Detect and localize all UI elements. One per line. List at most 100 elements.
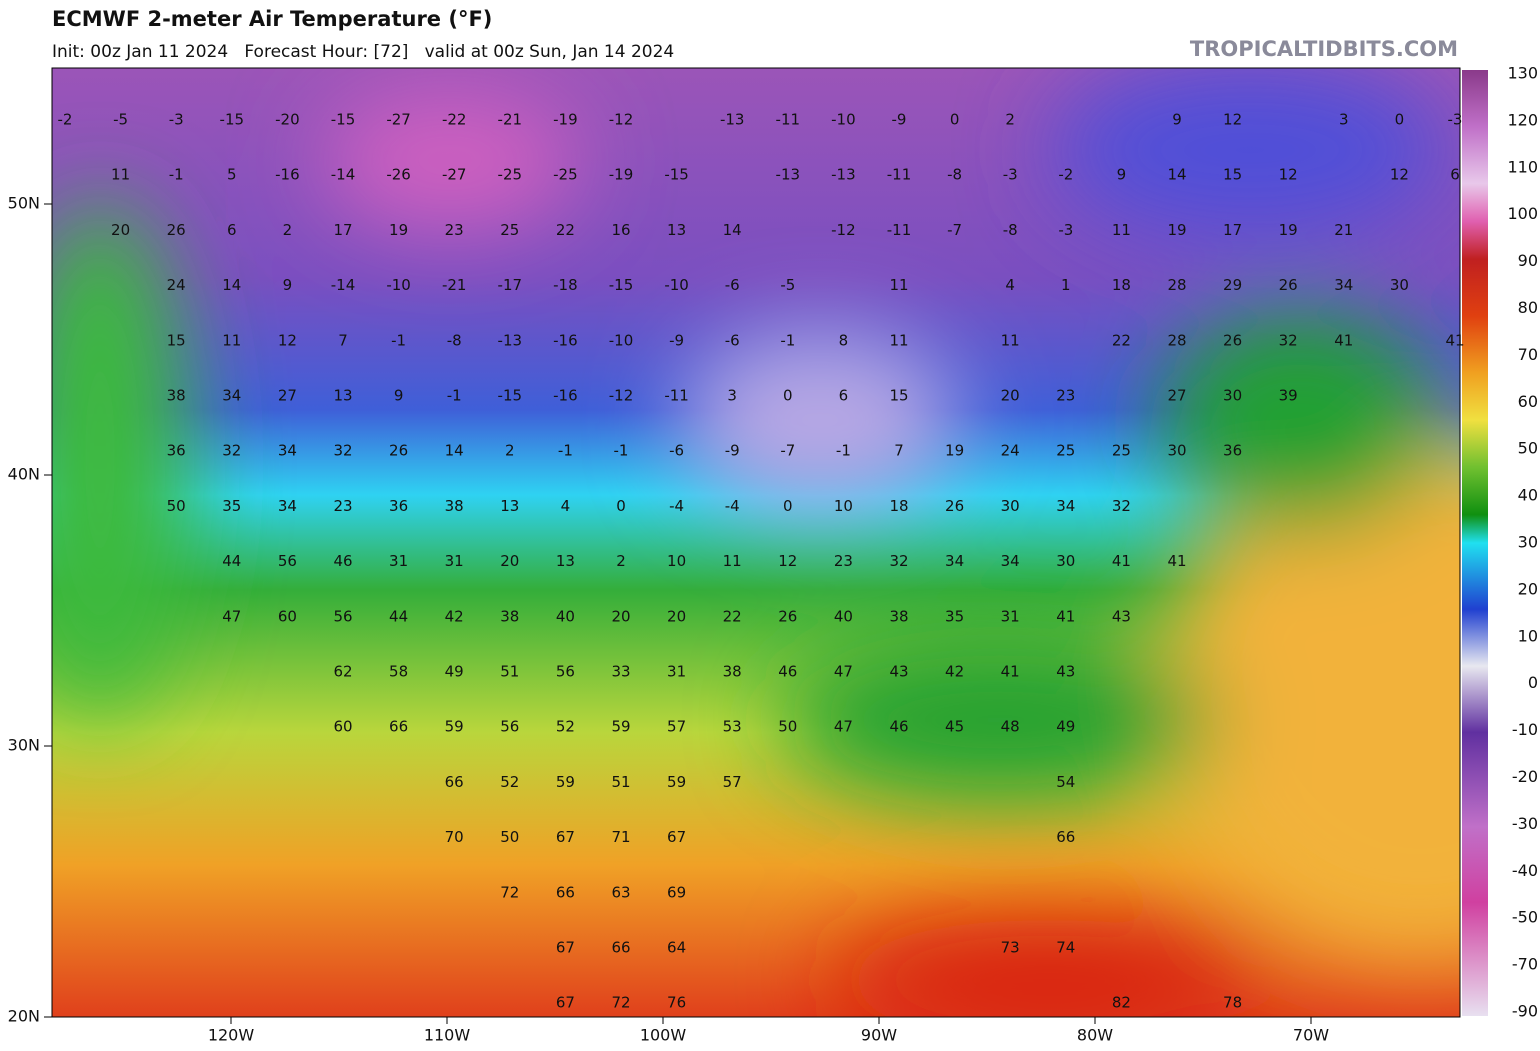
temperature-value: -2 — [58, 111, 73, 129]
colorbar-label: -30 — [1512, 814, 1538, 833]
temperature-value: 34 — [1001, 552, 1020, 570]
temperature-value: 46 — [333, 552, 352, 570]
temperature-value: 11 — [111, 166, 130, 184]
lon-label: 100W — [640, 1026, 687, 1045]
temperature-value: 9 — [1172, 111, 1182, 129]
temperature-value: 13 — [500, 497, 519, 515]
temperature-value: 66 — [611, 939, 630, 957]
temperature-value: 11 — [222, 331, 241, 349]
temperature-value: 20 — [611, 607, 630, 625]
temperature-value: 66 — [556, 883, 575, 901]
colorbar-label: 100 — [1507, 204, 1538, 223]
temperature-value: 56 — [500, 718, 519, 736]
temperature-value: 82 — [1112, 994, 1131, 1012]
colorbar-label: 10 — [1518, 626, 1538, 645]
temperature-value: 22 — [723, 607, 742, 625]
temperature-value: 12 — [1390, 166, 1409, 184]
temperature-value: -5 — [780, 276, 795, 294]
temperature-value: 5 — [227, 166, 237, 184]
temperature-value: -3 — [1448, 111, 1463, 129]
temperature-value: -27 — [442, 166, 467, 184]
temperature-value: 0 — [783, 497, 793, 515]
temperature-value: 58 — [389, 663, 408, 681]
temperature-value: 49 — [445, 663, 464, 681]
temperature-value: 50 — [500, 828, 519, 846]
temperature-value: 4 — [561, 497, 571, 515]
temperature-value: 2 — [283, 221, 293, 239]
temperature-value: 54 — [1056, 773, 1075, 791]
brand: TROPICALTIDBITS.COM — [1190, 37, 1458, 61]
temperature-value: 14 — [222, 276, 241, 294]
temperature-value: -13 — [776, 166, 801, 184]
temperature-value: -9 — [669, 331, 684, 349]
temperature-value: -15 — [664, 166, 689, 184]
temperature-value: 19 — [389, 221, 408, 239]
temperature-value: 76 — [667, 994, 686, 1012]
temperature-value: 34 — [278, 497, 297, 515]
temperature-value: 43 — [889, 663, 908, 681]
temperature-value: 49 — [1056, 718, 1075, 736]
lon-label: 120W — [208, 1026, 255, 1045]
temperature-value: -4 — [725, 497, 740, 515]
temperature-value: 50 — [778, 718, 797, 736]
temperature-value: -25 — [498, 166, 523, 184]
temperature-value: -1 — [447, 387, 462, 405]
temperature-value: -17 — [498, 276, 523, 294]
temperature-value: 13 — [333, 387, 352, 405]
temperature-value: 50 — [167, 497, 186, 515]
temperature-value: -5 — [113, 111, 128, 129]
temperature-value: -1 — [780, 331, 795, 349]
temperature-value: 27 — [1167, 387, 1186, 405]
temperature-value: -1 — [836, 442, 851, 460]
temperature-value: 63 — [611, 883, 630, 901]
temperature-value: 15 — [1223, 166, 1242, 184]
temperature-value: 46 — [778, 663, 797, 681]
temperature-value: 30 — [1223, 387, 1242, 405]
colorbar-label: 0 — [1528, 673, 1538, 692]
temperature-value: 34 — [222, 387, 241, 405]
temperature-value: 31 — [389, 552, 408, 570]
colorbar-label: 40 — [1518, 486, 1538, 505]
temperature-value: 74 — [1056, 939, 1075, 957]
temperature-value: 71 — [611, 828, 630, 846]
temperature-value: 26 — [1223, 331, 1242, 349]
temperature-value: 0 — [616, 497, 626, 515]
temperature-value: 6 — [839, 387, 849, 405]
temperature-value: 39 — [1279, 387, 1298, 405]
temperature-value: 34 — [1056, 497, 1075, 515]
temperature-value: 12 — [1223, 111, 1242, 129]
temperature-value: 26 — [167, 221, 186, 239]
lon-label: 110W — [424, 1026, 471, 1045]
temperature-value: 46 — [889, 718, 908, 736]
temperature-value: 42 — [945, 663, 964, 681]
temperature-value: 23 — [1056, 387, 1075, 405]
temperature-value: 1 — [1061, 276, 1071, 294]
temperature-value: 14 — [445, 442, 464, 460]
lat-label: 30N — [8, 736, 40, 755]
temperature-value: 12 — [1279, 166, 1298, 184]
temperature-value: -19 — [553, 111, 578, 129]
temperature-value: -20 — [275, 111, 300, 129]
temperature-value: 70 — [445, 828, 464, 846]
temperature-value: 34 — [945, 552, 964, 570]
temperature-value: -12 — [609, 387, 634, 405]
temperature-value: 47 — [834, 663, 853, 681]
temperature-value: 31 — [667, 663, 686, 681]
temperature-value: 22 — [556, 221, 575, 239]
temperature-value: 3 — [1339, 111, 1349, 129]
temperature-value: 60 — [278, 607, 297, 625]
temperature-value: 67 — [556, 994, 575, 1012]
temperature-value: 26 — [945, 497, 964, 515]
temperature-value: 18 — [889, 497, 908, 515]
temperature-value: -22 — [442, 111, 467, 129]
temperature-value: 52 — [500, 773, 519, 791]
temperature-value: 41 — [1167, 552, 1186, 570]
temperature-value: 19 — [945, 442, 964, 460]
temperature-value: 3 — [727, 387, 737, 405]
temperature-value: -4 — [669, 497, 684, 515]
temperature-value: 6 — [1450, 166, 1460, 184]
temperature-value: 24 — [1001, 442, 1020, 460]
temperature-value: 33 — [611, 663, 630, 681]
temperature-value: 53 — [723, 718, 742, 736]
